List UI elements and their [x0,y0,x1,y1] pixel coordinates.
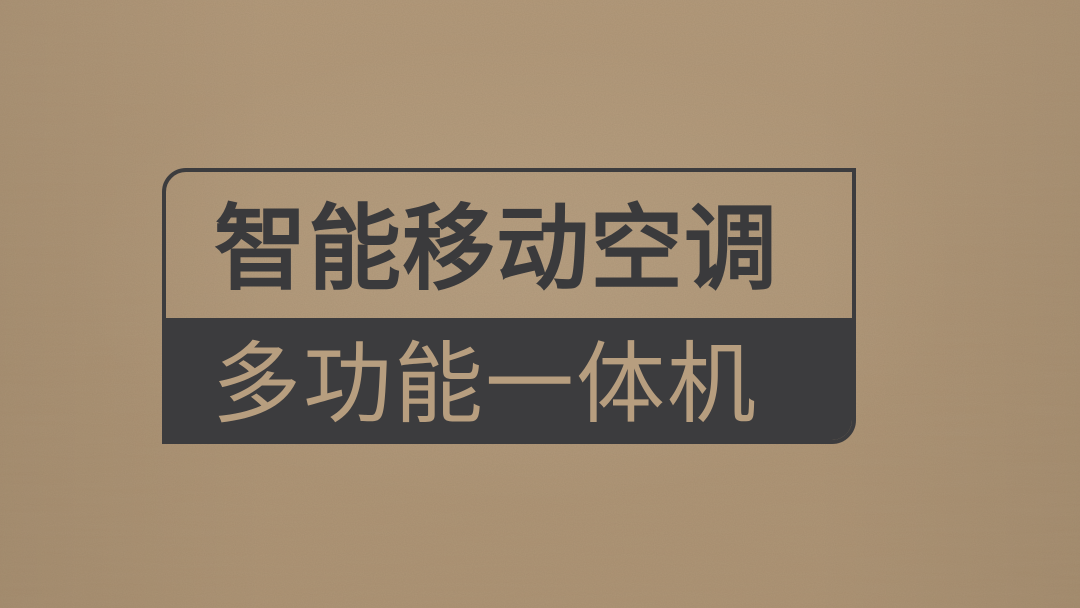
label-line-2: 多功能一体机 [212,332,758,436]
label-line-1: 智能移动空调 [214,195,778,303]
label-bottom-panel [166,318,852,440]
product-label-stamp: 智能移动空调 多功能一体机 [162,168,856,444]
